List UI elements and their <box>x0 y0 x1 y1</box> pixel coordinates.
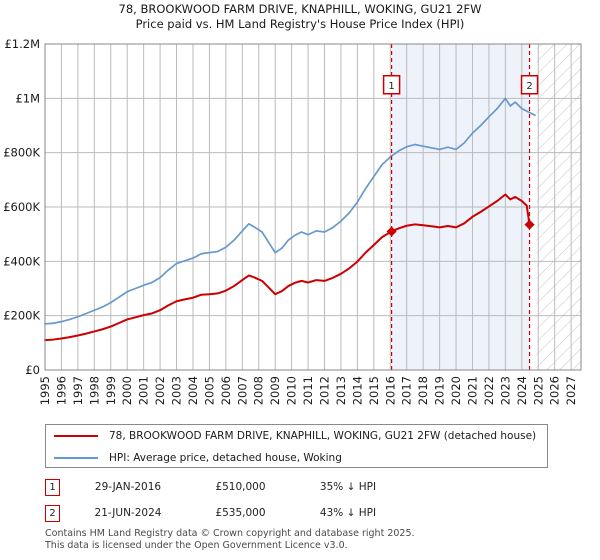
svg-text:2016: 2016 <box>383 376 397 405</box>
row-date: 29-JAN-2016 <box>94 481 162 493</box>
legend-item-price-paid: 78, BROOKWOOD FARM DRIVE, KNAPHILL, WOKI… <box>46 425 547 447</box>
footer-line-1: Contains HM Land Registry data © Crown c… <box>45 528 415 539</box>
svg-text:2: 2 <box>526 81 532 92</box>
page-title: 78, BROOKWOOD FARM DRIVE, KNAPHILL, WOKI… <box>0 2 600 32</box>
svg-text:2015: 2015 <box>367 376 381 405</box>
y-axis-labels: £0 £200K £400K £600K £800K £1M £1.2M <box>3 37 40 377</box>
svg-text:2024: 2024 <box>515 376 529 405</box>
svg-text:£1M: £1M <box>15 91 40 105</box>
svg-text:2014: 2014 <box>350 376 364 405</box>
row-price: £535,000 <box>215 507 266 519</box>
transaction-markers <box>390 44 531 370</box>
hpi-price-chart: £0 £200K £400K £600K £800K £1M £1.2M 1995 1996 1… <box>3 37 582 405</box>
chart-svg: £0£200K£400K£600K£800K£1M£1.2M 1995 1996 1… <box>3 37 582 405</box>
svg-text:2009: 2009 <box>268 376 282 405</box>
svg-text:2003: 2003 <box>170 376 184 405</box>
table-row: 2 21-JUN-2024 £535,000 43% ↓ HPI <box>45 500 565 526</box>
svg-text:2011: 2011 <box>301 376 315 405</box>
svg-text:£0: £0 <box>25 363 40 377</box>
svg-text:2010: 2010 <box>285 376 299 405</box>
svg-text:2022: 2022 <box>482 376 496 405</box>
title-line-2: Price paid vs. HM Land Registry's House … <box>135 17 465 31</box>
svg-text:2005: 2005 <box>202 376 216 405</box>
row-date: 21-JUN-2024 <box>94 507 162 519</box>
chart-series <box>44 97 536 342</box>
svg-text:1: 1 <box>388 81 394 92</box>
svg-text:2019: 2019 <box>433 376 447 405</box>
svg-text:1998: 1998 <box>87 376 101 405</box>
legend-item-hpi: HPI: Average price, detached house, Woki… <box>46 447 547 469</box>
svg-text:2013: 2013 <box>334 376 348 405</box>
svg-text:2008: 2008 <box>252 376 266 405</box>
row-price: £510,000 <box>215 481 266 493</box>
chart-gridlines <box>44 43 581 371</box>
x-axis-labels: 1995 1996 1997 1998 1999 2000 2001 2002 2003 2004… <box>38 376 578 405</box>
svg-text:2001: 2001 <box>137 376 151 405</box>
svg-text:2004: 2004 <box>186 376 200 405</box>
row-hpi-delta: 35% ↓ HPI <box>319 481 377 493</box>
svg-text:2023: 2023 <box>498 376 512 405</box>
svg-text:1996: 1996 <box>54 376 68 405</box>
svg-text:2012: 2012 <box>318 376 332 405</box>
row-hpi-delta: 43% ↓ HPI <box>319 507 377 519</box>
legend-swatch-hpi <box>54 457 98 459</box>
svg-text:1999: 1999 <box>104 376 118 405</box>
svg-text:1995: 1995 <box>38 376 52 405</box>
price-paid-points <box>386 219 535 237</box>
svg-text:2002: 2002 <box>153 376 167 405</box>
footer-attribution: Contains HM Land Registry data © Crown c… <box>45 528 585 551</box>
title-line-1: 78, BROOKWOOD FARM DRIVE, KNAPHILL, WOKI… <box>118 2 482 16</box>
svg-text:2018: 2018 <box>416 376 430 405</box>
chart-legend: 78, BROOKWOOD FARM DRIVE, KNAPHILL, WOKI… <box>45 424 548 468</box>
svg-text:£200K: £200K <box>3 309 40 323</box>
svg-text:2000: 2000 <box>120 376 134 405</box>
footer-line-2: This data is licensed under the Open Gov… <box>45 539 348 551</box>
svg-text:£400K: £400K <box>3 254 40 268</box>
svg-text:£800K: £800K <box>3 146 40 160</box>
table-row: 1 29-JAN-2016 £510,000 35% ↓ HPI <box>45 474 565 500</box>
legend-label-hpi: HPI: Average price, detached house, Woki… <box>109 452 342 464</box>
svg-text:£600K: £600K <box>3 200 40 214</box>
svg-text:2017: 2017 <box>400 376 414 405</box>
svg-text:2021: 2021 <box>465 376 479 405</box>
legend-swatch-price-paid <box>54 435 98 437</box>
svg-text:2020: 2020 <box>449 376 463 405</box>
legend-label-price-paid: 78, BROOKWOOD FARM DRIVE, KNAPHILL, WOKI… <box>109 430 537 442</box>
svg-text:2006: 2006 <box>219 376 233 405</box>
chart-frame <box>44 43 582 371</box>
svg-text:2025: 2025 <box>531 376 545 405</box>
row-marker-badge: 2 <box>45 504 60 522</box>
transactions-table: 1 29-JAN-2016 £510,000 35% ↓ HPI 2 21-JU… <box>45 474 565 526</box>
svg-text:2026: 2026 <box>548 376 562 405</box>
svg-text:2007: 2007 <box>235 376 249 405</box>
svg-text:2027: 2027 <box>564 376 578 405</box>
row-marker-badge: 1 <box>45 478 60 496</box>
svg-text:£1.2M: £1.2M <box>4 37 40 51</box>
svg-text:1997: 1997 <box>71 376 85 405</box>
